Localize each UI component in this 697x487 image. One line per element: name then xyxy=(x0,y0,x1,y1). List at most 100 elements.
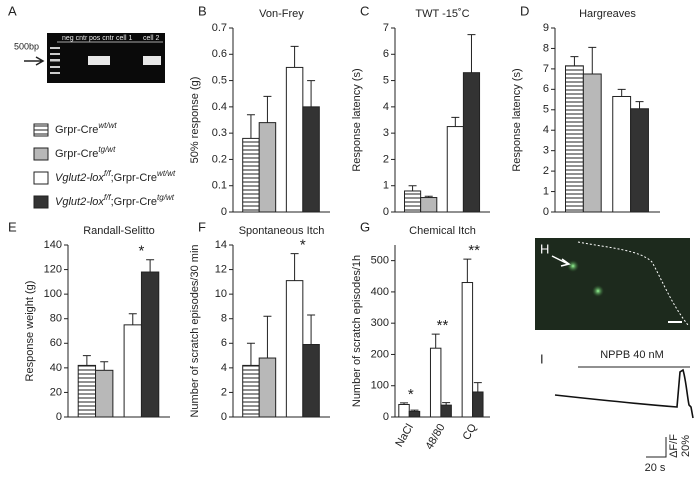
y-tick-label: 0 xyxy=(221,411,227,423)
y-tick-label: 8 xyxy=(543,42,549,54)
gel-bands xyxy=(50,47,161,74)
y-tick-label: 2 xyxy=(221,386,227,398)
bar xyxy=(302,106,320,213)
chart-title: Randall-Selitto xyxy=(83,225,155,237)
cell xyxy=(567,260,579,272)
chart-title: TWT -15˚C xyxy=(415,8,469,20)
chart-title: Chemical Itch xyxy=(409,225,476,237)
error-bar xyxy=(307,80,316,107)
legend-swatch xyxy=(33,195,49,209)
y-tick-label: 40 xyxy=(50,362,62,374)
legend-text: wt/wt xyxy=(98,121,117,130)
scale-bar xyxy=(646,437,667,458)
trace xyxy=(554,368,694,419)
legend-label: Grpr-Crewt/wt xyxy=(55,121,117,136)
legend-swatch xyxy=(33,171,49,185)
legend-text: Vglut2-lox xyxy=(55,172,104,184)
bar xyxy=(461,282,474,418)
x-tick-label: CQ xyxy=(461,422,480,443)
y-tick-label: 0.2 xyxy=(212,153,227,165)
y-tick-label: 2 xyxy=(383,153,389,165)
y-tick-label: 2 xyxy=(543,165,549,177)
y-tick-label: 100 xyxy=(44,288,62,300)
bar xyxy=(420,197,438,213)
legend-swatch xyxy=(33,147,49,161)
legend-text: ;Grpr-Cre xyxy=(111,196,157,208)
bar xyxy=(404,190,422,213)
error-bar xyxy=(617,88,626,97)
error-bar xyxy=(100,361,109,371)
y-tick-label: 12 xyxy=(215,263,227,275)
y-tick-label: 9 xyxy=(543,22,549,34)
chart-title: Von-Frey xyxy=(259,8,304,20)
error-bar xyxy=(82,355,91,366)
y-tick-label: 200 xyxy=(371,348,389,360)
bar xyxy=(408,410,421,418)
y-tick-label: 300 xyxy=(371,317,389,329)
error-bar xyxy=(410,409,419,412)
legend-text: f/f xyxy=(104,169,111,178)
cell xyxy=(592,285,604,297)
lane-label: pos cntr xyxy=(89,35,115,42)
y-tick-label: 100 xyxy=(371,380,389,392)
response-scale: 20% xyxy=(680,435,692,457)
y-tick-label: 7 xyxy=(383,22,389,34)
y-axis-label: Number of scratch episodes/30 min xyxy=(189,244,201,417)
y-tick-label: 3 xyxy=(543,145,549,157)
y-tick-label: 4 xyxy=(221,362,227,374)
y-tick-label: 4 xyxy=(383,101,389,113)
bar xyxy=(582,73,602,213)
legend-text: Grpr-Cre xyxy=(55,124,98,136)
y-tick-label: 3 xyxy=(383,127,389,139)
bar xyxy=(302,344,320,418)
legend-swatch xyxy=(33,123,49,137)
y-tick-label: 0 xyxy=(383,206,389,218)
error-bar xyxy=(570,56,579,66)
chart-title: Hargreaves xyxy=(579,8,636,20)
y-axis-label: Response weight (g) xyxy=(24,281,36,382)
boundary xyxy=(577,241,689,326)
y-axis-label: Response latency (s) xyxy=(511,68,523,171)
panel-letter: I xyxy=(540,351,544,366)
y-tick-label: 0.6 xyxy=(212,48,227,60)
lane-label: cell 1 xyxy=(116,35,132,42)
y-tick-label: 140 xyxy=(44,239,62,251)
arrow xyxy=(24,56,45,66)
lane-label: neg cntr xyxy=(62,35,88,42)
y-tick-label: 0.5 xyxy=(212,74,227,86)
panel-letter: B xyxy=(198,3,207,18)
bar xyxy=(612,95,632,213)
x-tick-label: 48/80 xyxy=(423,422,447,452)
error-bar xyxy=(146,259,155,273)
lane-label: cell 2 xyxy=(143,35,159,42)
legend-text: tg/wt xyxy=(98,145,116,154)
y-tick-label: 20 xyxy=(50,386,62,398)
legend-label: Grpr-Cretg/wt xyxy=(55,145,116,160)
y-tick-label: 6 xyxy=(221,337,227,349)
error-bar xyxy=(263,95,272,123)
bar xyxy=(565,65,584,213)
legend-label: Vglut2-loxf/f;Grpr-Cretg/wt xyxy=(55,193,175,208)
legend-text: f/f xyxy=(104,193,111,202)
panel-letter: E xyxy=(8,219,17,234)
y-tick-label: 0.4 xyxy=(212,101,227,113)
y-tick-label: 6 xyxy=(383,48,389,60)
bar xyxy=(429,347,442,418)
y-tick-label: 6 xyxy=(543,83,549,95)
panel-letter: C xyxy=(360,3,369,18)
panel-letter: D xyxy=(520,3,529,18)
bar xyxy=(242,137,260,213)
panel-letter: F xyxy=(198,219,206,234)
bar xyxy=(462,72,481,213)
y-tick-label: 7 xyxy=(543,63,549,75)
bar xyxy=(285,280,304,418)
y-tick-label: 0 xyxy=(56,411,62,423)
y-tick-label: 500 xyxy=(371,255,389,267)
x-tick-label: NaCl xyxy=(393,422,416,449)
bar xyxy=(258,357,277,418)
panel-letter: A xyxy=(8,3,17,18)
error-bar xyxy=(408,185,417,191)
error-bar xyxy=(463,258,472,283)
y-axis-label: Number of scratch episodes/1h xyxy=(351,255,363,407)
